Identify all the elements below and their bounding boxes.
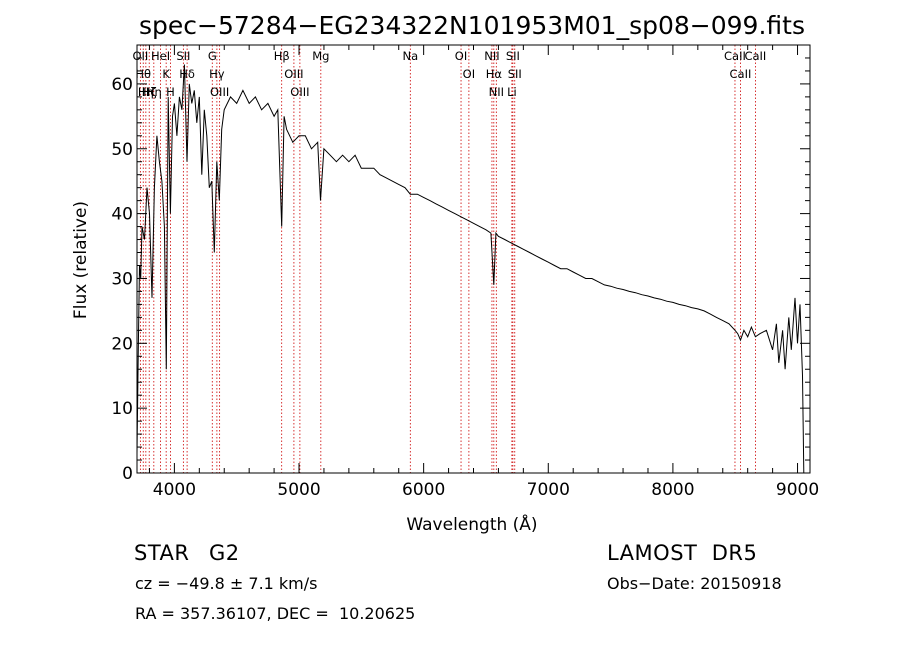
coordinates: RA = 357.36107, DEC = 10.20625 [135,604,416,623]
y-tick-label: 0 [122,464,133,484]
line-marker-label: OI [455,49,467,63]
line-marker-label: HeI [151,49,170,63]
line-marker-label: OII [132,49,148,63]
line-marker-label: CaII [724,49,746,63]
line-marker-label: Hη [146,85,162,99]
chart-title: spec−57284−EG234322N101953M01_sp08−099.f… [139,11,805,40]
line-marker-label: OIII [284,67,303,81]
x-axis-label: Wavelength (Å) [406,513,537,535]
plot-frame [136,44,811,474]
line-marker-label: Hγ [209,67,225,81]
y-axis-label: Flux (relative) [71,201,91,319]
line-marker-label: OIII [210,85,229,99]
line-marker-label: Li [507,85,517,99]
line-marker-label: CaII [744,49,766,63]
x-axis-ticks: 4000 5000 6000 7000 8000 9000 [148,45,819,500]
line-marker-label: SII [506,49,520,63]
line-markers [139,45,756,473]
line-marker-label: Hα [486,67,503,81]
line-marker-label: SII [508,67,522,81]
line-marker-label: OIII [290,85,309,99]
x-tick-label: 8000 [651,480,694,500]
spectrum-line [136,64,805,474]
x-tick-label: 4000 [153,480,196,500]
survey-name: LAMOST DR5 [607,541,758,565]
line-marker-label: Na [402,49,418,63]
x-tick-label: 5000 [277,480,320,500]
line-marker-label: NII [489,85,504,99]
y-axis-ticks: 0 10 20 30 40 50 60 [111,57,810,484]
line-marker-label: Hδ [179,67,195,81]
object-subclass: G2 [209,541,240,565]
y-tick-label: 60 [111,75,133,95]
observation-date: Obs−Date: 20150918 [607,574,782,593]
line-marker-label: Hβ [274,49,290,63]
line-marker-label: K [162,67,170,81]
y-tick-label: 40 [111,205,133,225]
line-marker-label: Mg [312,49,329,63]
object-class: STAR [134,541,190,565]
line-marker-label: Hζ [142,85,157,99]
line-marker-label: NII [484,49,499,63]
x-tick-label: 9000 [776,480,819,500]
x-tick-label: 6000 [402,480,445,500]
y-tick-label: 10 [111,399,133,419]
line-marker-label: Hη [138,85,154,99]
y-tick-label: 20 [111,334,133,354]
y-tick-label: 30 [111,269,133,289]
line-marker-label: G [208,49,217,63]
x-tick-label: 7000 [527,480,570,500]
line-marker-label: Hθ [135,67,151,81]
line-marker-label: SII [176,49,190,63]
redshift-value: cz = −49.8 ± 7.1 km/s [135,574,318,593]
line-marker-label: OI [463,67,475,81]
line-marker-label: CaII [730,67,752,81]
y-tick-label: 50 [111,140,133,160]
line-marker-label: H [166,85,175,99]
